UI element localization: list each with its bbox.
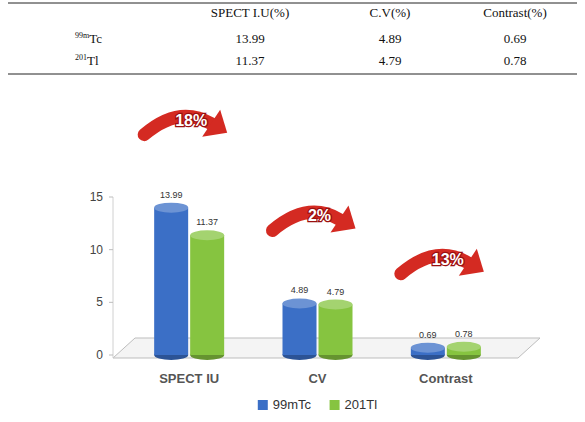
y-tick bbox=[109, 302, 113, 303]
y-tick bbox=[109, 197, 113, 198]
table-cell: 13.99 bbox=[235, 31, 264, 46]
superscript: 201 bbox=[75, 53, 87, 62]
bar bbox=[190, 235, 224, 355]
bars bbox=[154, 203, 481, 360]
data-labels: 13.99 11.37 4.89 4.79 0.69 0.78 bbox=[160, 190, 473, 340]
table-header: C.V(%) bbox=[370, 5, 411, 20]
bar-top bbox=[154, 203, 188, 213]
table-header: Contrast(%) bbox=[483, 5, 547, 20]
x-tick-label: CV bbox=[308, 371, 326, 386]
legend-label: 201Tl bbox=[345, 397, 378, 412]
y-tick bbox=[109, 355, 113, 356]
annotation: 18% bbox=[175, 112, 207, 129]
bar-top bbox=[283, 298, 317, 308]
table-rule bbox=[8, 74, 577, 75]
y-axis bbox=[113, 197, 114, 358]
data-label: 4.89 bbox=[291, 285, 309, 295]
y-tick-label: 10 bbox=[90, 243, 104, 257]
table-header: SPECT I.U(%) bbox=[211, 5, 289, 20]
legend: 99mTc 201Tl bbox=[258, 397, 377, 412]
y-tick bbox=[109, 249, 113, 250]
table-cell: 0.69 bbox=[504, 31, 527, 46]
bar bbox=[283, 303, 317, 355]
bar-top bbox=[190, 230, 224, 240]
base: Tl bbox=[87, 53, 99, 68]
table-cell: 4.79 bbox=[379, 53, 402, 68]
superscript: 99m bbox=[75, 31, 90, 40]
y-tick-label: 5 bbox=[96, 295, 103, 309]
data-label: 13.99 bbox=[160, 190, 183, 200]
legend-swatch bbox=[330, 400, 340, 410]
table-cell: 0.78 bbox=[504, 53, 527, 68]
x-tick-label: SPECT IU bbox=[159, 371, 219, 386]
base: Tc bbox=[89, 31, 102, 46]
x-tick-label: Contrast bbox=[419, 371, 473, 386]
bar bbox=[154, 208, 188, 355]
table-rule bbox=[8, 3, 577, 4]
y-tick-label: 15 bbox=[90, 190, 104, 204]
figure: SPECT I.U(%) C.V(%) Contrast(%) 99mTc 13.99 4… bbox=[0, 0, 585, 422]
bar-top bbox=[319, 300, 353, 310]
y-tick-label: 0 bbox=[96, 348, 103, 362]
data-label: 4.79 bbox=[327, 287, 345, 297]
table-row-label: 99mTc bbox=[75, 31, 102, 46]
data-label: 11.37 bbox=[196, 217, 218, 227]
annotation: 2% bbox=[308, 207, 331, 224]
annotation-arrow: 13% bbox=[401, 249, 484, 276]
annotation-arrow: 18% bbox=[144, 110, 227, 137]
legend-swatch bbox=[258, 400, 268, 410]
annotation-arrow: 2% bbox=[273, 205, 356, 232]
table-cell: 11.37 bbox=[236, 53, 265, 68]
bar-top bbox=[411, 343, 445, 353]
data-label: 0.69 bbox=[419, 330, 437, 340]
arrow-head bbox=[331, 205, 356, 232]
data-label: 0.78 bbox=[455, 329, 473, 339]
annotation: 13% bbox=[432, 251, 464, 268]
bar bbox=[319, 305, 353, 355]
table-cell: 4.89 bbox=[379, 31, 402, 46]
legend-label: 99mTc bbox=[273, 397, 312, 412]
bar-top bbox=[447, 342, 481, 352]
table-row-label: 201Tl bbox=[75, 53, 99, 68]
